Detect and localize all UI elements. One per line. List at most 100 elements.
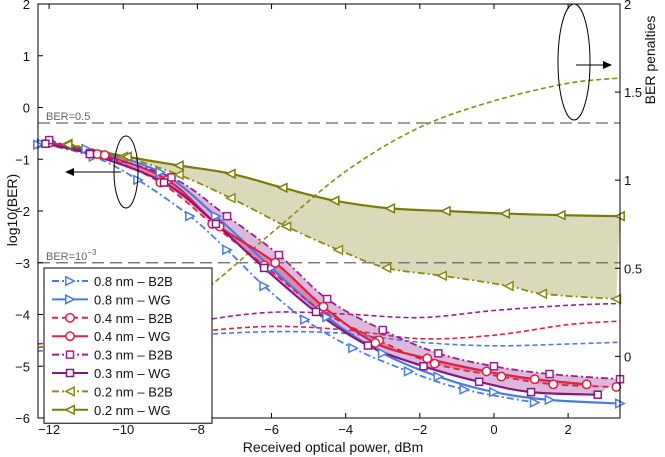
marker-0-3-nm-b2b-7 xyxy=(434,349,443,358)
marker-0-3-nm-wg-5 xyxy=(311,307,321,317)
x-tick-label-0: 0 xyxy=(490,422,497,437)
marker-0-2-nm-wg-3 xyxy=(224,168,236,180)
y-tick-label--4: −4 xyxy=(15,308,30,323)
marker-0-2-nm-wg-4 xyxy=(276,182,288,194)
x-axis-label: Received optical power, dBm xyxy=(243,439,424,455)
marker-0-3-nm-b2b-9 xyxy=(545,369,554,379)
y-right-tick-label-2: 2 xyxy=(624,0,631,12)
y-tick-label-1: 1 xyxy=(23,49,30,64)
legend-label-0-3-nm-b2b: 0.3 nm – B2B xyxy=(94,348,173,363)
marker-0-3-nm-wg-7 xyxy=(419,362,428,371)
reference-label-1: BER=10−3 xyxy=(46,248,97,263)
right-axis-ellipse xyxy=(557,3,591,121)
marker-0-8-nm-wg-3 xyxy=(210,210,222,222)
marker-0-2-nm-wg-9 xyxy=(554,209,566,221)
y-right-tick-label-1.5: 1.5 xyxy=(624,85,642,100)
marker-0-8-nm-wg-6 xyxy=(377,347,389,359)
legend-marker-0-4-nm-b2b xyxy=(65,312,75,323)
legend-box xyxy=(43,267,213,424)
y-tick-label--2: −2 xyxy=(15,204,30,219)
y-tick-label--5: −5 xyxy=(15,359,30,374)
y-tick-label--1: −1 xyxy=(15,152,30,167)
reference-label-0: BER=0.5 xyxy=(46,111,90,123)
marker-0-2-nm-wg-2 xyxy=(172,160,184,171)
marker-0-3-nm-wg-9 xyxy=(526,387,536,397)
marker-0-8-nm-b2b-3 xyxy=(185,210,196,222)
x-tick-label--2: −2 xyxy=(412,422,427,437)
y-tick-label--6: −6 xyxy=(15,411,30,426)
x-tick-label--6: −6 xyxy=(264,422,279,437)
marker-0-8-nm-b2b-4 xyxy=(222,244,233,256)
y-right-tick-label-0: 0 xyxy=(624,349,631,364)
marker-0-4-nm-wg-10 xyxy=(581,379,592,390)
marker-0-4-nm-wg-6 xyxy=(370,338,381,348)
marker-0-8-nm-b2b-6 xyxy=(299,314,311,326)
left-axis-arrowhead xyxy=(65,168,74,176)
marker-0-8-nm-b2b-10 xyxy=(529,397,541,408)
marker-0-2-nm-b2b-9 xyxy=(536,288,548,300)
legend-label-0-3-nm-wg: 0.3 nm – WG xyxy=(94,366,171,381)
marker-0-4-nm-wg-5 xyxy=(318,301,329,312)
marker-0-3-nm-wg-8 xyxy=(474,377,484,387)
marker-0-4-nm-b2b-10 xyxy=(611,382,622,392)
y-tick-label-2: 2 xyxy=(23,0,30,12)
marker-0-2-nm-b2b-2 xyxy=(172,169,184,181)
marker-0-8-nm-wg-5 xyxy=(322,311,334,323)
y-right-tick-label-1: 1 xyxy=(624,173,631,188)
marker-0-8-nm-wg-9 xyxy=(544,394,556,406)
marker-0-3-nm-b2b-4 xyxy=(274,250,284,260)
x-tick-label--8: −8 xyxy=(190,422,205,437)
marker-0-4-nm-b2b-7 xyxy=(429,358,440,369)
marker-0-4-nm-b2b-8 xyxy=(496,371,507,382)
legend-marker-0-4-nm-wg xyxy=(65,331,75,342)
marker-0-2-nm-wg-5 xyxy=(328,195,340,207)
y-axis-label: log10(BER) xyxy=(4,174,20,246)
band-0-2-nm-wg xyxy=(67,143,620,299)
x-tick-label--4: −4 xyxy=(338,422,353,437)
marker-0-4-nm-wg-7 xyxy=(422,353,433,364)
marker-0-4-nm-wg-1 xyxy=(99,150,110,161)
x-tick-label-2: 2 xyxy=(564,422,571,437)
legend-label-0-4-nm-b2b: 0.4 nm – B2B xyxy=(94,311,173,326)
marker-0-2-nm-b2b-7 xyxy=(436,270,448,282)
marker-0-2-nm-b2b-3 xyxy=(224,192,236,204)
y-axis-right-label: BER penalties xyxy=(642,16,658,105)
marker-0-2-nm-b2b-6 xyxy=(380,262,392,274)
marker-0-2-nm-wg-6 xyxy=(384,202,396,214)
marker-0-3-nm-wg-4 xyxy=(259,263,269,273)
y-right-tick-label-0.5: 0.5 xyxy=(624,261,642,276)
marker-0-3-nm-b2b-3 xyxy=(222,211,232,221)
marker-0-3-nm-b2b-2 xyxy=(167,173,176,182)
marker-0-2-nm-wg-8 xyxy=(499,208,511,220)
marker-0-3-nm-wg-2 xyxy=(159,178,169,187)
marker-0-3-nm-wg-6 xyxy=(363,341,373,350)
marker-0-2-nm-b2b-8 xyxy=(502,280,514,292)
legend: 0.8 nm – B2B 0.8 nm – WG 0.4 nm – B2B 0.4 n… xyxy=(43,267,213,424)
marker-0-3-nm-wg-3 xyxy=(211,219,221,229)
legend-marker-0-2-nm-wg xyxy=(64,404,75,416)
marker-0-8-nm-wg-7 xyxy=(433,371,445,383)
marker-0-2-nm-b2b-4 xyxy=(280,221,292,232)
x-tick-label--10: −10 xyxy=(112,422,134,437)
legend-marker-0-3-nm-b2b xyxy=(65,350,75,359)
legend-marker-0-8-nm-wg xyxy=(65,293,76,305)
marker-0-2-nm-wg-7 xyxy=(439,205,451,217)
annotations xyxy=(65,3,612,209)
legend-label-0-2-nm-b2b: 0.2 nm – B2B xyxy=(94,384,173,399)
marker-0-4-nm-wg-8 xyxy=(481,366,492,377)
marker-0-2-nm-b2b-5 xyxy=(332,244,344,256)
x-tick-label--12: −12 xyxy=(38,422,60,437)
marker-0-3-nm-wg-0 xyxy=(41,139,50,148)
marker-0-3-nm-wg-10 xyxy=(593,390,603,399)
y-tick-label--3: −3 xyxy=(15,256,30,271)
curve-0-4-nm-wg xyxy=(48,141,587,386)
marker-0-4-nm-wg-4 xyxy=(270,257,281,268)
marker-0-4-nm-b2b-9 xyxy=(548,379,559,390)
legend-marker-0-3-nm-wg xyxy=(65,368,75,378)
marker-0-2-nm-wg-1 xyxy=(121,151,132,163)
marker-0-4-nm-wg-9 xyxy=(529,374,540,385)
marker-0-8-nm-wg-8 xyxy=(489,386,500,398)
marker-0-8-nm-b2b-5 xyxy=(259,280,271,292)
